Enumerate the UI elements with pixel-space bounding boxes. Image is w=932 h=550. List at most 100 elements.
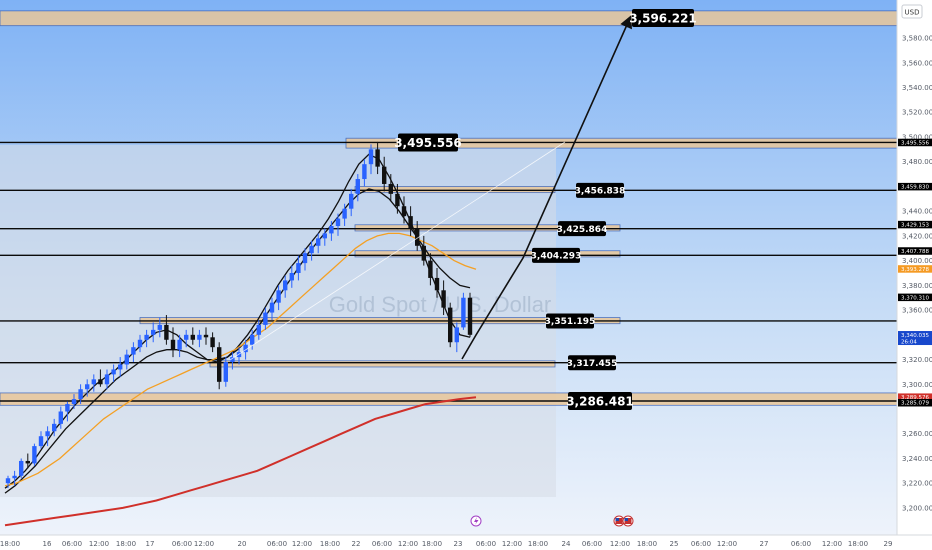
price-axis-badge: [898, 182, 932, 191]
currency-label: USD: [905, 9, 920, 17]
candle-body: [170, 339, 176, 350]
price-axis-badge: [898, 293, 932, 302]
level-callout-label: 3,317.455: [567, 359, 618, 369]
candle-body: [283, 280, 288, 291]
candle-body: [335, 218, 341, 227]
candle-body: [467, 297, 473, 335]
time-axis-panel: [0, 535, 932, 550]
candle-body: [12, 475, 17, 479]
y-tick-label: 3,260.000: [902, 430, 932, 438]
price-axis-badge: [898, 393, 932, 401]
level-callout: [546, 313, 594, 329]
candle-body: [124, 354, 129, 365]
x-tick-label: 18:00: [0, 540, 20, 548]
candle-body: [415, 228, 420, 246]
candle-body: [58, 411, 63, 424]
y-tick-label: 3,420.000: [902, 232, 932, 240]
level-callout: [632, 9, 694, 27]
x-tick-label: 06:00: [372, 540, 392, 548]
candles-layer: [5, 141, 473, 489]
candle-body: [45, 431, 50, 437]
level-callout-label: 3,495.556: [394, 136, 462, 150]
x-tick-label: 12:00: [89, 540, 109, 548]
candle-body: [98, 379, 103, 385]
candle-body: [85, 384, 90, 390]
candle-body: [302, 253, 308, 264]
price-axis-badge-label: 3,495.556: [901, 140, 929, 146]
level-zone: [354, 250, 621, 258]
candle-body: [52, 423, 57, 432]
candle-body: [342, 208, 347, 219]
price-axis-badge-label: 3,340.035: [901, 333, 929, 339]
candle-body: [157, 324, 162, 330]
candle-body: [355, 179, 360, 194]
candle-body: [448, 307, 453, 343]
x-tick-label: 12:00: [398, 540, 418, 548]
x-tick-label: 06:00: [172, 540, 192, 548]
candle-body: [131, 347, 136, 355]
candle-body: [210, 337, 215, 348]
candle-body: [454, 327, 459, 343]
price-axis-badge: [898, 138, 932, 147]
lightning-icon[interactable]: [470, 515, 482, 527]
candle-body: [428, 260, 433, 278]
candle-body: [368, 149, 374, 165]
price-axis-badge: [898, 220, 932, 229]
candle-body: [144, 334, 149, 340]
moving-average-line: [4, 232, 477, 487]
moving-average-line: [4, 396, 477, 527]
level-zone: [354, 186, 556, 194]
level-zone: [354, 224, 621, 232]
candle-body: [197, 334, 202, 340]
level-callout-label: 3,456.838: [575, 187, 626, 197]
candle-body: [184, 334, 189, 340]
candle-body: [71, 399, 77, 405]
price-axis-labels: 3,495.556 3,459.830 3,429.153 3,407.788 3,39…: [898, 138, 932, 407]
candle-body: [25, 460, 30, 464]
y-tick-label: 3,540.000: [902, 84, 932, 92]
y-tick-label: 3,380.000: [902, 282, 932, 290]
price-axis-badge-label: 3,370.310: [901, 295, 929, 301]
y-tick-label: 3,400.000: [902, 257, 932, 265]
x-tick-label: 24: [562, 540, 571, 548]
candle-body: [78, 389, 83, 400]
y-tick-label: 3,220.000: [902, 480, 932, 488]
us-flag-icon[interactable]: [613, 515, 625, 527]
candle-body: [401, 206, 407, 217]
y-axis-ticks: 3,580.000 3,560.000 3,540.000 3,520.000 3,50…: [902, 35, 932, 513]
price-axis-badge-label: 3,285.079: [901, 401, 929, 407]
level-callout: [398, 133, 458, 152]
price-axis-panel: [897, 0, 932, 550]
candle-body: [243, 344, 248, 353]
candle-body: [190, 334, 195, 340]
candle-body: [461, 297, 466, 328]
x-tick-label: 18:00: [528, 540, 548, 548]
countdown-label: 26:04: [901, 339, 917, 345]
candle-body: [329, 226, 334, 234]
candle-body: [395, 193, 400, 207]
candle-body: [276, 290, 281, 303]
x-tick-label: 20: [238, 540, 247, 548]
candle-body: [19, 460, 24, 476]
x-tick-label: 12:00: [822, 540, 842, 548]
candle-body: [137, 339, 143, 348]
y-tick-label: 3,360.000: [902, 307, 932, 315]
x-tick-label: 18:00: [116, 540, 136, 548]
currency-button[interactable]: USD: [901, 4, 923, 19]
y-tick-label: 3,320.000: [902, 356, 932, 364]
price-axis-badge: [898, 331, 932, 346]
x-tick-label: 06:00: [62, 540, 82, 548]
y-tick-label: 3,560.000: [902, 59, 932, 67]
candle-body: [316, 238, 321, 246]
candle-body: [5, 478, 11, 484]
x-tick-label: 17: [146, 540, 155, 548]
x-tick-label: 22: [352, 540, 361, 548]
us-flag-icon[interactable]: [622, 515, 634, 527]
x-tick-label: 06:00: [267, 540, 287, 548]
candle-body: [118, 364, 123, 370]
y-tick-label: 3,580.000: [902, 35, 932, 43]
price-axis-badge: [898, 247, 932, 255]
candle-body: [309, 245, 314, 254]
candle-body: [263, 312, 268, 325]
